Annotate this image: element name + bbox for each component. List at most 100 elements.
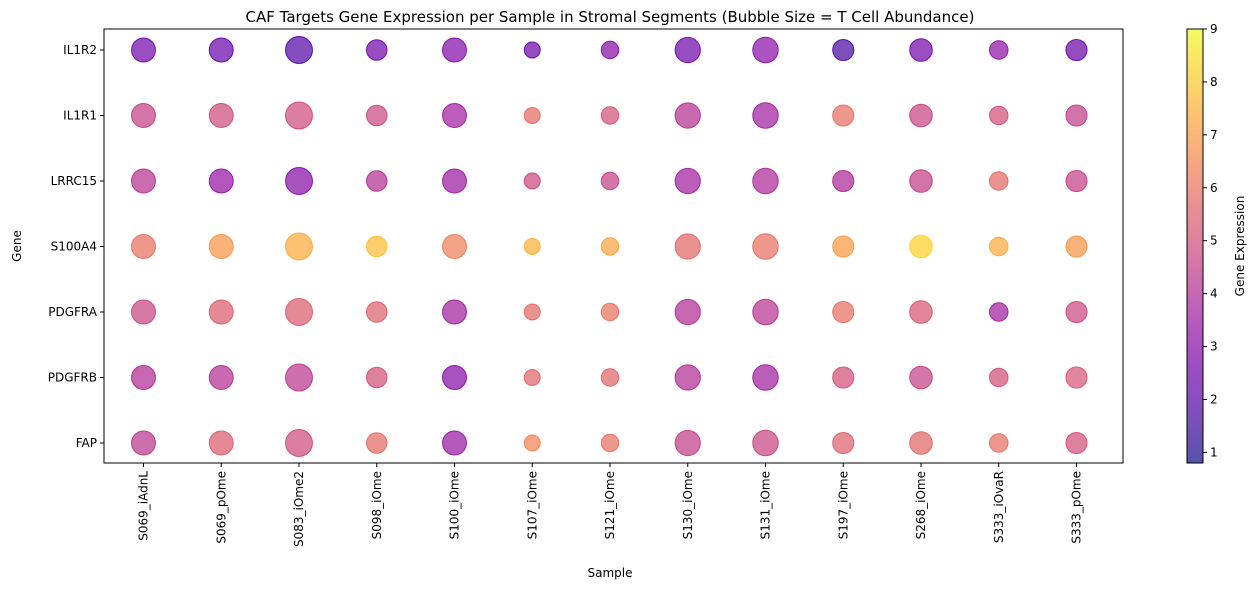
- bubble-S107_iOme-LRRC15: [523, 172, 541, 190]
- bubble-S069_iAdnL-PDGFRA: [131, 299, 156, 325]
- bubble-S268_iOme-IL1R1: [909, 103, 933, 128]
- x-tick-label: S069_pOme: [214, 471, 228, 544]
- bubble-S333_iOvaR-IL1R2: [988, 40, 1009, 60]
- bubble-S107_iOme-IL1R1: [523, 107, 541, 124]
- bubble-S098_iOme-IL1R1: [366, 104, 388, 127]
- bubble-S069_pOme-LRRC15: [208, 168, 234, 194]
- colorbar-tick-label: 7: [1210, 128, 1218, 142]
- bubble-S333_iOvaR-S100A4: [988, 236, 1009, 257]
- bubble-S130_iOme-PDGFRA: [674, 298, 701, 326]
- bubble-S333_pOme-S100A4: [1065, 235, 1088, 258]
- bubble-S100_iOme-PDGFRB: [442, 365, 467, 390]
- bubble-S098_iOme-S100A4: [366, 235, 388, 258]
- bubble-S130_iOme-LRRC15: [674, 167, 701, 195]
- bubble-S121_iOme-PDGFRB: [600, 368, 620, 387]
- bubble-S333_pOme-FAP: [1065, 431, 1088, 455]
- bubble-S069_pOme-S100A4: [208, 234, 234, 259]
- bubble-S098_iOme-IL1R2: [366, 39, 388, 61]
- bubble-S131_iOme-PDGFRA: [752, 298, 779, 326]
- colorbar-tick-label: 3: [1210, 340, 1218, 354]
- bubble-S333_pOme-PDGFRA: [1065, 300, 1088, 324]
- bubble-S268_iOme-LRRC15: [909, 169, 933, 193]
- y-tick-label: PDGFRB: [48, 371, 97, 385]
- bubble-S083_iOme2-S100A4: [285, 232, 313, 261]
- x-tick-label: S107_iOme: [525, 471, 539, 539]
- x-tick-label: S197_iOme: [836, 471, 850, 539]
- bubble-S069_iAdnL-S100A4: [131, 234, 156, 259]
- x-tick-label: S098_iOme: [370, 471, 384, 539]
- bubble-S083_iOme2-PDGFRB: [285, 363, 313, 392]
- bubble-S131_iOme-S100A4: [752, 233, 779, 260]
- bubble-S083_iOme2-FAP: [285, 429, 313, 457]
- x-tick-label: S130_iOme: [681, 471, 695, 539]
- bubble-S333_pOme-IL1R2: [1065, 38, 1088, 62]
- bubble-S069_iAdnL-LRRC15: [131, 168, 156, 194]
- bubble-S130_iOme-FAP: [674, 429, 701, 457]
- bubble-S197_iOme-PDGFRA: [832, 300, 855, 324]
- colorbar-tick-label: 6: [1210, 181, 1218, 195]
- bubble-S098_iOme-LRRC15: [366, 170, 388, 192]
- bubble-S107_iOme-PDGFRA: [523, 303, 541, 321]
- bubble-S131_iOme-PDGFRB: [752, 364, 779, 391]
- bubble-S333_iOvaR-PDGFRB: [988, 367, 1009, 388]
- colorbar-tick-label: 4: [1210, 287, 1218, 301]
- bubble-S107_iOme-FAP: [523, 434, 541, 452]
- bubble-S069_pOme-PDGFRA: [208, 299, 234, 325]
- x-tick-label: S121_iOme: [603, 471, 617, 539]
- bubble-S083_iOme2-PDGFRA: [285, 298, 313, 326]
- x-axis-label: Sample: [588, 566, 633, 580]
- x-tick-label: S069_iAdnL: [137, 471, 151, 541]
- colorbar-label: Gene Expression: [1233, 196, 1247, 297]
- bubble-S131_iOme-FAP: [752, 429, 779, 457]
- bubble-S131_iOme-IL1R1: [752, 102, 779, 129]
- bubble-S197_iOme-LRRC15: [832, 169, 855, 193]
- x-tick-label: S100_iOme: [448, 471, 462, 539]
- bubble-S098_iOme-FAP: [366, 432, 388, 454]
- bubble-S100_iOme-IL1R1: [442, 103, 467, 128]
- y-tick-label: FAP: [76, 436, 97, 450]
- y-tick-label: PDGFRA: [48, 305, 98, 319]
- bubble-S333_iOvaR-FAP: [988, 433, 1009, 453]
- bubble-S268_iOme-IL1R2: [909, 38, 933, 62]
- bubble-S069_pOme-IL1R2: [208, 37, 234, 63]
- bubble-S083_iOme2-LRRC15: [285, 167, 313, 195]
- bubble-S100_iOme-S100A4: [442, 234, 467, 259]
- bubble-S069_iAdnL-IL1R1: [131, 103, 156, 128]
- x-tick-label: S083_iOme2: [292, 471, 306, 547]
- bubble-S100_iOme-IL1R2: [442, 37, 467, 63]
- bubble-S268_iOme-S100A4: [909, 234, 933, 259]
- bubble-S107_iOme-PDGFRB: [523, 369, 541, 386]
- bubble-S098_iOme-PDGFRA: [366, 301, 388, 323]
- bubble-S197_iOme-IL1R1: [832, 104, 855, 127]
- y-tick-label: S100A4: [51, 240, 97, 254]
- bubble-S333_iOvaR-PDGFRA: [988, 302, 1009, 322]
- bubble-S069_iAdnL-FAP: [131, 430, 156, 456]
- x-tick-label: S268_iOme: [914, 471, 928, 539]
- bubble-S333_pOme-LRRC15: [1065, 169, 1088, 193]
- bubble-S069_pOme-IL1R1: [208, 103, 234, 128]
- bubble-S121_iOme-FAP: [600, 433, 620, 453]
- bubble-S121_iOme-IL1R2: [600, 40, 620, 60]
- y-tick-label: IL1R1: [63, 109, 97, 123]
- bubble-S333_pOme-PDGFRB: [1065, 366, 1088, 389]
- bubble-S333_pOme-IL1R1: [1065, 104, 1088, 127]
- plot-area: [131, 36, 1088, 457]
- bubble-S131_iOme-LRRC15: [752, 167, 779, 195]
- colorbar: 1 2 3 4 5 6 7 8 9: [1186, 22, 1218, 464]
- bubble-S069_iAdnL-IL1R2: [131, 37, 156, 63]
- bubble-S197_iOme-PDGFRB: [832, 366, 855, 389]
- bubble-S107_iOme-S100A4: [523, 238, 541, 255]
- x-tick-label: S131_iOme: [759, 471, 773, 539]
- x-axis: S069_iAdnL S069_pOme S083_iOme2 S098_iOme S1…: [137, 463, 1084, 547]
- bubble-S333_iOvaR-LRRC15: [988, 171, 1009, 191]
- bubble-S268_iOme-PDGFRB: [909, 365, 933, 390]
- bubble-S121_iOme-PDGFRA: [600, 302, 620, 322]
- colorbar-tick-label: 2: [1210, 392, 1218, 406]
- bubble-S121_iOme-IL1R1: [600, 106, 620, 125]
- bubble-S130_iOme-IL1R2: [674, 36, 701, 64]
- bubble-S268_iOme-PDGFRA: [909, 300, 933, 324]
- bubble-S069_pOme-PDGFRB: [208, 365, 234, 390]
- bubble-S083_iOme2-IL1R1: [285, 101, 313, 130]
- bubble-S098_iOme-PDGFRB: [366, 366, 388, 389]
- bubble-S197_iOme-S100A4: [832, 235, 855, 258]
